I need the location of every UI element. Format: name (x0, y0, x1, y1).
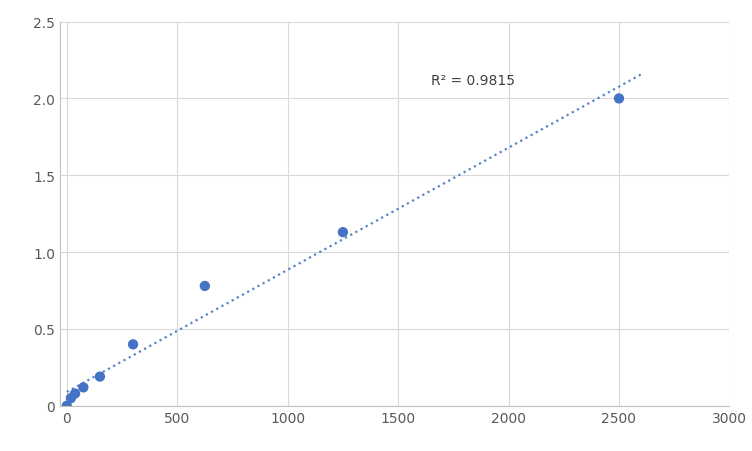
Point (65, 395, 77, 402)
Point (337, 229, 349, 236)
Point (69, 390, 81, 397)
Point (94, 373, 106, 380)
Point (613, 96, 625, 103)
Point (199, 283, 211, 290)
Point (77, 384, 89, 391)
Point (61, 402, 73, 410)
Text: R² = 0.9815: R² = 0.9815 (431, 74, 515, 88)
Point (127, 341, 139, 348)
